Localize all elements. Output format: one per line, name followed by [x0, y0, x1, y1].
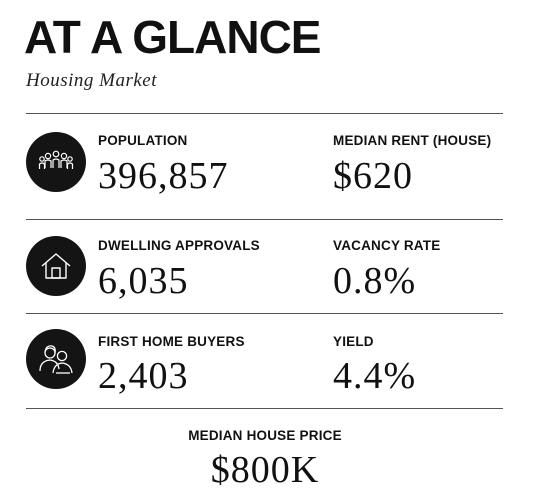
page-title: AT A GLANCE: [24, 11, 321, 63]
people-group-icon: [26, 132, 86, 192]
median-rent-value: $620: [333, 155, 413, 197]
divider: [26, 313, 503, 314]
couple-icon: [26, 329, 86, 389]
yield-value: 4.4%: [333, 355, 417, 397]
first-home-buyers-label: FIRST HOME BUYERS: [98, 334, 245, 349]
divider: [26, 113, 503, 114]
yield-label: YIELD: [333, 334, 374, 349]
vacancy-rate-value: 0.8%: [333, 260, 417, 302]
population-label: POPULATION: [98, 133, 188, 148]
population-value: 396,857: [98, 155, 229, 197]
dwelling-approvals-label: DWELLING APPROVALS: [98, 238, 260, 253]
median-rent-label: MEDIAN RENT (HOUSE): [333, 133, 492, 148]
dwelling-approvals-value: 6,035: [98, 260, 189, 302]
vacancy-rate-label: VACANCY RATE: [333, 238, 441, 253]
page-subtitle: Housing Market: [26, 70, 158, 91]
median-house-price-value: $800K: [210, 449, 320, 491]
house-icon: [26, 236, 86, 296]
first-home-buyers-value: 2,403: [98, 355, 189, 397]
divider: [26, 219, 503, 220]
divider: [26, 408, 503, 409]
median-house-price-label: MEDIAN HOUSE PRICE: [188, 428, 342, 443]
